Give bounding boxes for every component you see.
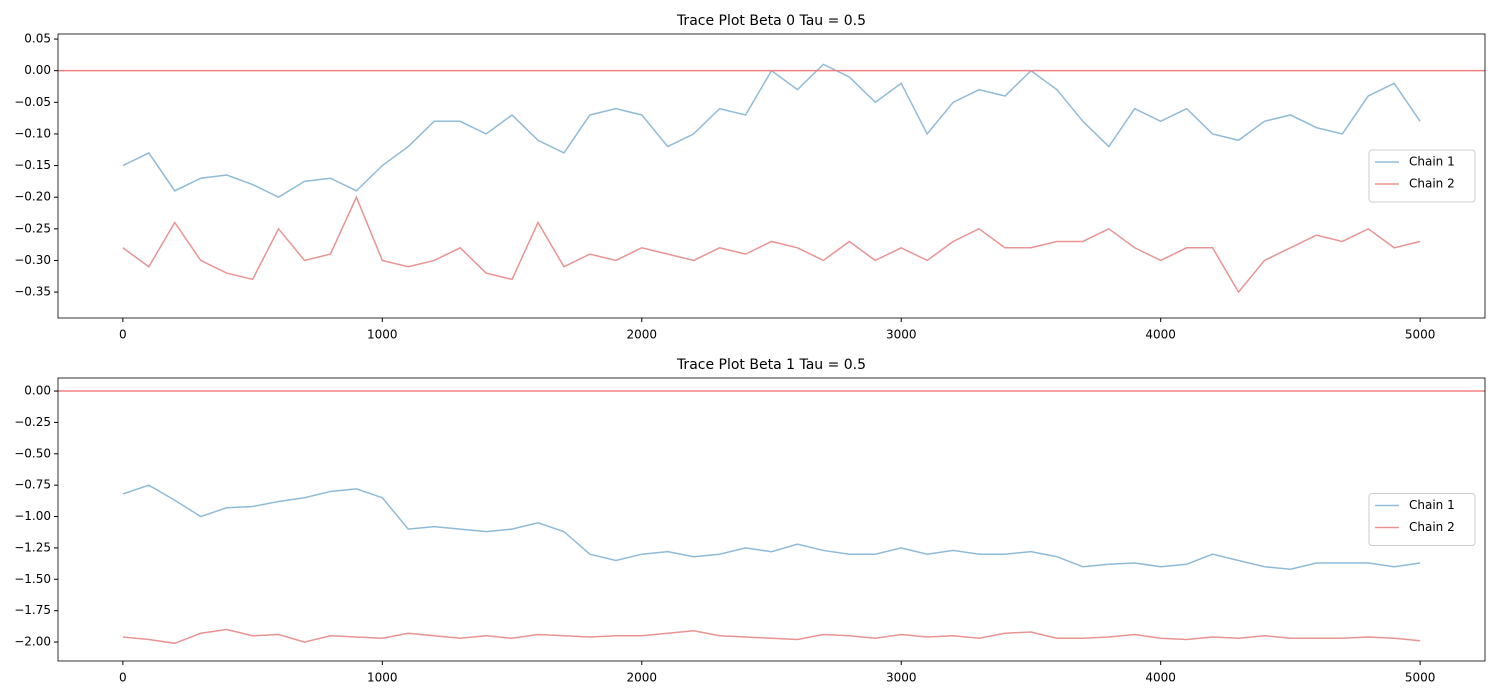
x-tick-label: 0 — [119, 328, 127, 342]
chart-title: Trace Plot Beta 1 Tau = 0.5 — [676, 357, 866, 373]
x-tick-label: 2000 — [626, 328, 657, 342]
x-tick-label: 5000 — [1405, 328, 1436, 342]
y-tick-label: 0.05 — [24, 32, 51, 46]
y-tick-label: −2.00 — [14, 635, 51, 649]
legend-label: Chain 2 — [1409, 177, 1455, 191]
trace-line — [122, 195, 1421, 294]
chart-title: Trace Plot Beta 0 Tau = 0.5 — [676, 13, 866, 29]
legend-box — [1368, 493, 1476, 546]
x-tick-label: 3000 — [886, 671, 917, 685]
y-tick-label: −0.15 — [14, 158, 51, 172]
x-tick-label: 4000 — [1145, 671, 1176, 685]
x-tick-label: 5000 — [1405, 671, 1436, 685]
x-tick-label: 1000 — [367, 328, 398, 342]
y-tick-label: −0.10 — [14, 126, 51, 140]
x-tick-label: 3000 — [886, 328, 917, 342]
trace-line — [122, 628, 1421, 645]
trace-line — [122, 63, 1421, 199]
legend-box — [1368, 149, 1476, 203]
trace-line — [122, 484, 1421, 571]
x-tick-label: 1000 — [367, 671, 398, 685]
y-tick-label: −0.05 — [14, 95, 51, 109]
axes-frame — [57, 377, 1486, 662]
y-tick-label: −0.25 — [14, 221, 51, 235]
y-tick-label: −0.30 — [14, 253, 51, 267]
y-tick-label: −1.25 — [14, 540, 51, 554]
y-tick-label: −0.50 — [14, 446, 51, 460]
y-tick-label: 0.00 — [24, 384, 51, 398]
y-tick-label: −0.25 — [14, 415, 51, 429]
x-tick-label: 0 — [119, 671, 127, 685]
x-tick-label: 4000 — [1145, 328, 1176, 342]
y-tick-label: −0.75 — [14, 478, 51, 492]
y-tick-label: −0.35 — [14, 285, 51, 299]
y-tick-label: −1.50 — [14, 572, 51, 586]
legend-label: Chain 1 — [1409, 155, 1455, 169]
y-tick-label: 0.00 — [24, 63, 51, 77]
y-tick-label: −1.75 — [14, 603, 51, 617]
y-tick-label: −1.00 — [14, 509, 51, 523]
legend-label: Chain 2 — [1409, 520, 1455, 534]
axes-frame — [57, 33, 1486, 319]
legend-label: Chain 1 — [1409, 498, 1455, 512]
x-tick-label: 2000 — [626, 671, 657, 685]
y-tick-label: −0.20 — [14, 190, 51, 204]
